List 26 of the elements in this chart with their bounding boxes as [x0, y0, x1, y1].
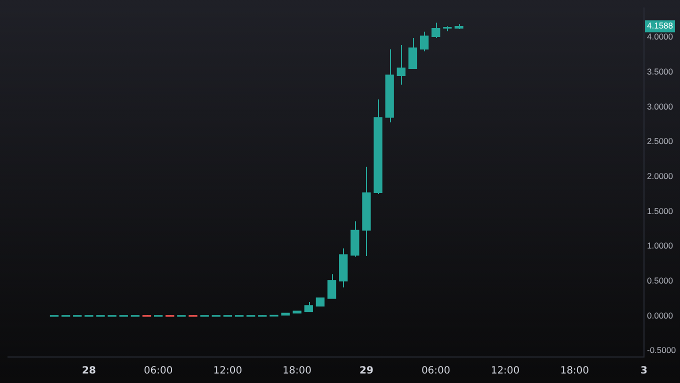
x-tick-label: 12:00: [213, 366, 242, 377]
x-tick-label: 06:00: [421, 366, 450, 377]
x-tick-label: 28: [82, 366, 96, 377]
y-tick-label: 1.0000: [647, 240, 674, 251]
y-tick-label: 2.0000: [647, 170, 674, 181]
x-tick-label: 06:00: [144, 366, 173, 377]
y-tick-label: 4.0000: [647, 32, 674, 42]
y-tick-label: -0.5000: [647, 345, 676, 356]
x-tick-label: 18:00: [560, 366, 590, 377]
y-tick-label: 1.5000: [647, 206, 674, 216]
candlestick: [327, 274, 336, 299]
x-tick-label: 18:00: [282, 366, 312, 377]
candlestick: [396, 44, 406, 86]
candlestick: [408, 38, 418, 70]
candlestick: [420, 31, 429, 52]
x-tick-label: 3: [640, 366, 648, 377]
y-tick-label: 0.0000: [647, 310, 674, 320]
x-tick-label: 29: [360, 366, 374, 377]
y-tick-label: 3.5000: [647, 66, 674, 77]
y-tick-label: 3.0000: [647, 101, 674, 112]
y-tick-label: 0.5000: [647, 275, 674, 286]
y-tick-label: 2.5000: [647, 136, 674, 146]
annotation: 4.1588: [647, 20, 674, 31]
candlestick: [432, 22, 440, 39]
x-tick-label: 12:00: [490, 366, 520, 377]
candlestick: [304, 301, 313, 312]
